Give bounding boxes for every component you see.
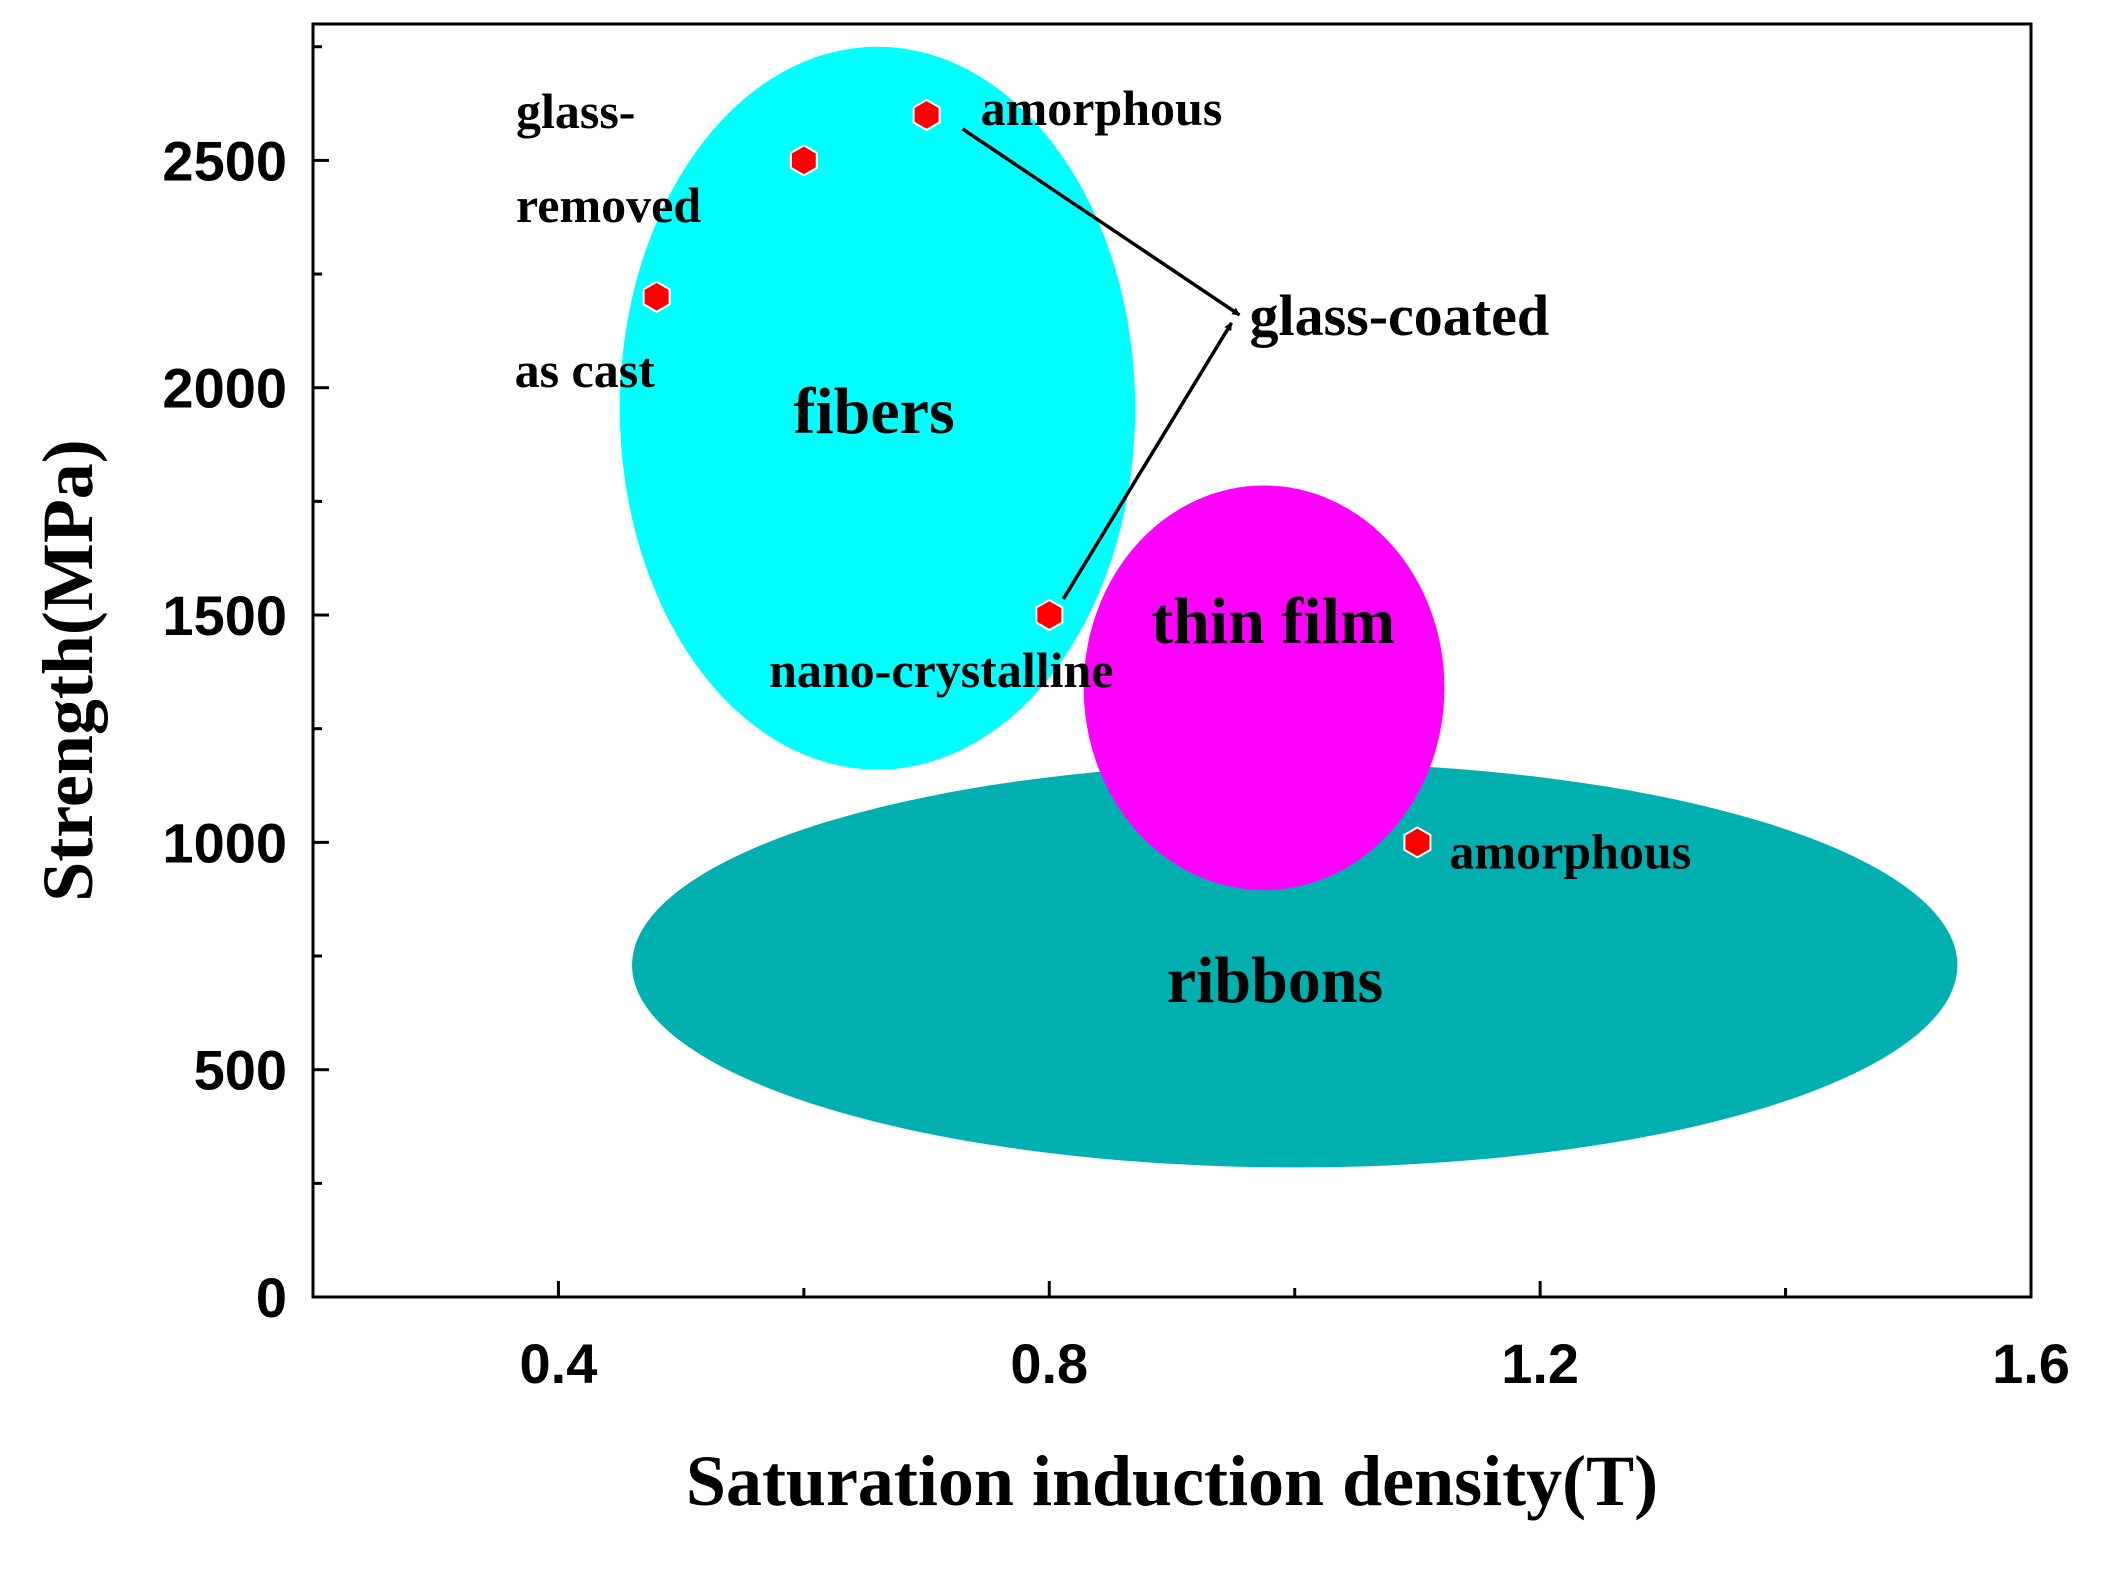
point-label-amorphous-fiber: amorphous (981, 80, 1223, 136)
annotation-arrow (961, 127, 1241, 317)
annotation-label: glass-coated (1249, 283, 1549, 348)
region-label-ribbons: ribbons (1167, 944, 1383, 1017)
data-point-marker (642, 280, 671, 313)
region-thin-film-ellipse (1083, 485, 1445, 891)
x-tick-label: 0.4 (519, 1332, 597, 1395)
point-label-as-cast: as cast (515, 342, 656, 398)
data-point-marker (912, 98, 941, 132)
y-tick-label: 2000 (162, 357, 287, 420)
y-tick-label: 1000 (162, 811, 287, 874)
region-label-fibers: fibers (793, 375, 954, 448)
point-label-glass-removed-line2: removed (516, 177, 701, 233)
x-tick-label: 0.8 (1010, 1332, 1088, 1395)
data-point-marker (1403, 826, 1432, 859)
y-tick-label: 0 (256, 1266, 287, 1329)
plot-frame (311, 22, 2033, 1299)
point-label-amorphous-ribbon: amorphous (1449, 823, 1691, 879)
region-label-thin-film: thin film (1151, 585, 1395, 658)
data-point-marker (1035, 598, 1064, 632)
region-fibers-ellipse (619, 46, 1136, 770)
y-tick-label: 500 (194, 1039, 287, 1102)
data-point-marker (789, 144, 818, 177)
y-axis-title: Strength(MPa) (28, 439, 108, 902)
y-tick-label: 2500 (162, 129, 287, 192)
region-ribbons-ellipse (632, 762, 1958, 1168)
point-label-glass-removed-line1: glass- (516, 83, 635, 139)
y-tick-label: 1500 (162, 584, 287, 647)
x-tick-label: 1.6 (1992, 1332, 2070, 1395)
annotation-arrow (1061, 322, 1233, 600)
x-axis-title: Saturation induction density(T) (686, 1441, 1658, 1521)
x-tick-label: 1.2 (1501, 1332, 1579, 1395)
point-label-nano-crystalline: nano-crystalline (769, 642, 1113, 698)
